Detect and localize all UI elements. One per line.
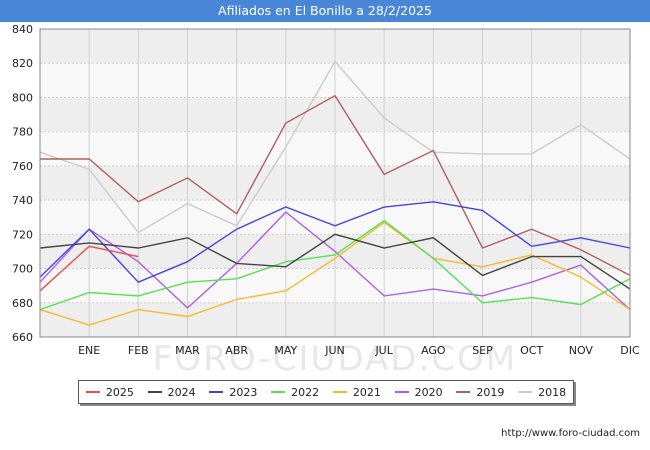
legend-swatch <box>456 391 471 393</box>
y-tick-label: 680 <box>12 297 33 310</box>
x-tick-label: OCT <box>520 344 543 357</box>
x-tick-label: ABR <box>225 344 248 357</box>
y-tick-label: 840 <box>12 23 33 36</box>
legend-label: 2022 <box>291 385 320 399</box>
legend-item-2023: 2023 <box>209 386 257 399</box>
plot-border <box>39 28 631 338</box>
y-tick-label: 780 <box>12 126 33 139</box>
series-line-2025 <box>39 245 139 292</box>
y-tick-label: 660 <box>12 331 33 344</box>
series-line-2022 <box>39 219 631 311</box>
x-tick-label: JUN <box>324 344 345 357</box>
y-tick-label: 820 <box>12 57 33 70</box>
legend-label: 2023 <box>229 385 258 399</box>
watermark: FORO-CIUDAD.COM <box>153 339 517 379</box>
source-url[interactable]: http://www.foro-ciudad.com <box>501 428 640 439</box>
legend-swatch <box>332 391 347 393</box>
series-line-2020 <box>39 211 631 311</box>
legend-label: 2019 <box>476 385 505 399</box>
y-tick-label: 760 <box>12 160 33 173</box>
legend-label: 2021 <box>352 385 381 399</box>
x-tick-label: JUL <box>374 344 393 357</box>
x-tick-label: SEP <box>472 344 493 357</box>
legend-item-2024: 2024 <box>147 385 196 399</box>
series-line-2024 <box>39 233 631 290</box>
legend: 2025 2024 2023 2022 2021 2020 2019 2018 <box>78 380 574 404</box>
series-line-2021 <box>39 221 631 326</box>
legend-swatch <box>271 391 286 393</box>
legend-label: 2018 <box>538 385 567 399</box>
x-tick-label: MAR <box>175 344 200 357</box>
legend-item-2025: 2025 <box>85 385 134 399</box>
y-tick-label: 720 <box>12 228 33 241</box>
series-line-2018 <box>39 60 631 234</box>
legend-item-2022: 2022 <box>271 386 319 399</box>
series-line-2023 <box>39 201 631 284</box>
legend-swatch <box>209 391 224 393</box>
x-tick-label: MAY <box>274 344 297 357</box>
legend-label: 2024 <box>167 385 196 399</box>
legend-item-2018: 2018 <box>518 386 566 399</box>
legend-item-2019: 2019 <box>456 386 504 399</box>
x-tick-label: NOV <box>569 344 594 357</box>
x-tick-label: ENE <box>78 344 100 357</box>
legend-swatch <box>518 391 533 393</box>
y-tick-label: 700 <box>12 263 33 276</box>
legend-label: 2020 <box>414 385 443 399</box>
x-tick-label: DIC <box>620 344 640 357</box>
series-line-2019 <box>40 94 631 277</box>
legend-swatch <box>85 391 100 393</box>
y-tick-label: 740 <box>12 194 33 207</box>
legend-item-2020: 2020 <box>394 385 443 399</box>
chart-title: Afiliados en El Bonillo a 28/2/2025 <box>0 0 650 22</box>
legend-swatch <box>147 391 162 393</box>
legend-item-2021: 2021 <box>332 385 381 399</box>
x-tick-label: FEB <box>128 344 149 357</box>
y-tick-label: 800 <box>12 91 33 104</box>
x-tick-label: AGO <box>421 344 446 357</box>
legend-swatch <box>394 391 409 393</box>
legend-label: 2025 <box>105 385 134 399</box>
